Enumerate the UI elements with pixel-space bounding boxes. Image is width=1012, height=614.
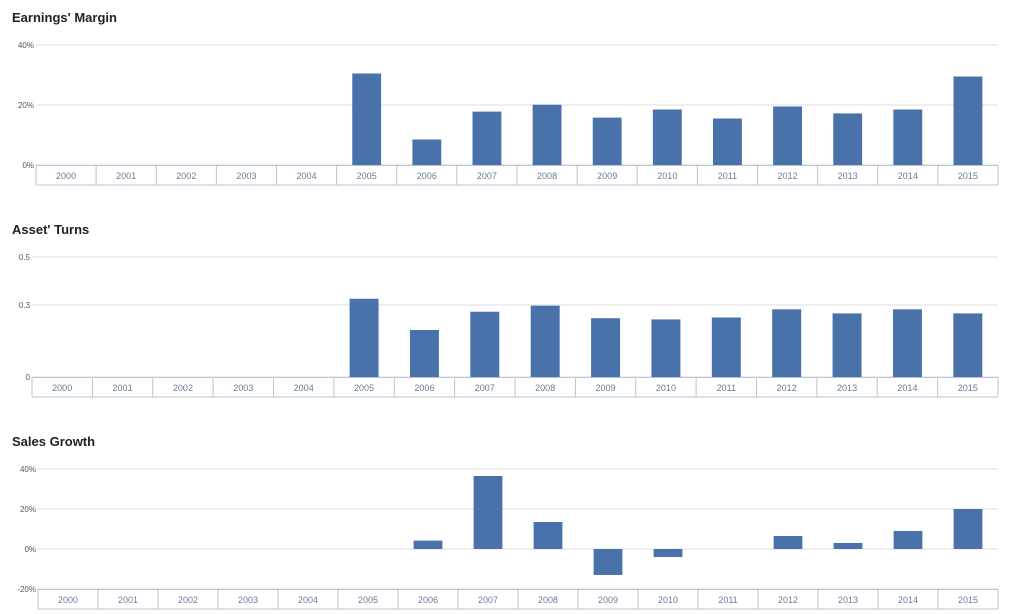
bar-2007 — [473, 476, 503, 549]
bar-2006 — [409, 329, 439, 377]
y-tick-label: 0% — [22, 161, 34, 170]
x-tick-label: 2011 — [718, 171, 737, 181]
x-tick-label: 2008 — [535, 383, 555, 393]
y-tick-label: 20% — [20, 505, 36, 514]
x-tick-label: 2012 — [777, 383, 797, 393]
bar-2014 — [893, 109, 923, 165]
x-tick-label: 2006 — [417, 171, 437, 181]
x-tick-label: 2011 — [717, 383, 736, 393]
x-tick-label: 2004 — [298, 595, 318, 605]
bar-2012 — [772, 309, 802, 377]
chart-title: Sales Growth — [12, 434, 96, 449]
chart-title: Earnings' Margin — [12, 10, 117, 25]
x-tick-label: 2015 — [958, 383, 978, 393]
bar-2012 — [773, 106, 802, 165]
x-tick-label: 2007 — [477, 171, 497, 181]
x-tick-label: 2000 — [52, 383, 72, 393]
bar-2015 — [953, 76, 983, 165]
bar-2009 — [592, 117, 622, 165]
bar-2015 — [953, 509, 983, 549]
x-tick-label: 2009 — [596, 383, 616, 393]
x-tick-label: 2005 — [357, 171, 377, 181]
x-tick-label: 2014 — [897, 383, 917, 393]
x-tick-label: 2013 — [838, 171, 858, 181]
y-tick-label: 40% — [20, 465, 36, 474]
x-tick-label: 2013 — [837, 383, 857, 393]
bar-2010 — [652, 109, 682, 165]
bar-2015 — [953, 313, 983, 377]
bar-2013 — [833, 543, 863, 549]
x-tick-label: 2011 — [718, 595, 737, 605]
x-tick-label: 2001 — [116, 171, 136, 181]
chart-title: Asset' Turns — [12, 222, 90, 237]
bar-2008 — [532, 104, 562, 165]
x-tick-label: 2009 — [598, 595, 618, 605]
bar-2013 — [833, 113, 863, 165]
x-tick-label: 2004 — [294, 383, 314, 393]
x-tick-label: 2008 — [538, 595, 558, 605]
x-tick-label: 2005 — [358, 595, 378, 605]
bar-2010 — [653, 549, 683, 557]
x-tick-label: 2012 — [778, 595, 798, 605]
bar-2012 — [773, 536, 803, 549]
bar-2005 — [349, 298, 379, 377]
asset-turns-chart: Asset' Turns 0.5 0.3 0 2000 2001 2002 2003 2004… — [0, 212, 1012, 402]
bar-2013 — [832, 313, 862, 377]
x-tick-label: 2003 — [238, 595, 258, 605]
bar-2008 — [530, 305, 560, 377]
bar-2011 — [713, 118, 742, 165]
x-tick-label: 2002 — [173, 383, 193, 393]
y-tick-label: 0 — [26, 373, 31, 382]
bar-2014 — [893, 531, 923, 549]
y-tick-label: 20% — [18, 101, 34, 110]
bar-2006 — [413, 540, 443, 549]
earnings-margin-plot: 40% 20% 0% 2000 2001 2002 2003 2004 2005 2006 2007… — [18, 41, 999, 186]
bar-2011 — [711, 317, 741, 377]
x-tick-label: 2001 — [118, 595, 138, 605]
earnings-margin-chart: Earnings' Margin 40% 20% 0% 2000 2001 2002 200… — [0, 0, 1012, 190]
bar-2008 — [533, 522, 563, 549]
x-tick-label: 2009 — [597, 171, 617, 181]
x-tick-label: 2006 — [418, 595, 438, 605]
x-tick-label: 2013 — [838, 595, 858, 605]
bar-2009 — [593, 549, 623, 575]
x-tick-label: 2007 — [475, 383, 495, 393]
bar-2010 — [651, 319, 681, 377]
y-tick-label: 0.3 — [19, 301, 31, 310]
x-tick-label: 2006 — [414, 383, 434, 393]
x-tick-label: 2007 — [478, 595, 498, 605]
x-tick-label: 2010 — [656, 383, 676, 393]
sales-growth-chart: Sales Growth 40% 20% 0% -20% 2000 2001 2002 200… — [0, 424, 1012, 614]
x-tick-label: 2008 — [537, 171, 557, 181]
x-tick-label: 2015 — [958, 171, 978, 181]
x-tick-label: 2001 — [113, 383, 133, 393]
x-tick-label: 2012 — [778, 171, 798, 181]
x-tick-label: 2014 — [898, 595, 918, 605]
x-tick-label: 2000 — [58, 595, 78, 605]
x-tick-label: 2015 — [958, 595, 978, 605]
y-tick-label: 0.5 — [19, 253, 31, 262]
bar-2007 — [472, 111, 502, 165]
x-tick-label: 2005 — [354, 383, 374, 393]
sales-growth-plot: 40% 20% 0% -20% 2000 2001 2002 2003 2004 2005 2006… — [17, 465, 999, 610]
y-tick-label: 40% — [18, 41, 34, 50]
bar-2009 — [591, 318, 621, 377]
x-tick-label: 2002 — [178, 595, 198, 605]
bar-2007 — [470, 311, 500, 377]
bar-2005 — [352, 73, 382, 165]
x-tick-label: 2010 — [658, 595, 678, 605]
bar-2014 — [892, 309, 922, 377]
x-tick-label: 2003 — [236, 171, 256, 181]
asset-turns-plot: 0.5 0.3 0 2000 2001 2002 2003 2004 2005 2006 2007 2… — [19, 253, 999, 398]
bar-2006 — [412, 139, 442, 165]
y-tick-label: -20% — [17, 585, 36, 594]
y-tick-label: 0% — [24, 545, 36, 554]
x-tick-label: 2010 — [657, 171, 677, 181]
x-tick-label: 2004 — [297, 171, 317, 181]
x-tick-label: 2000 — [56, 171, 76, 181]
x-tick-label: 2002 — [176, 171, 196, 181]
x-tick-label: 2014 — [898, 171, 918, 181]
x-tick-label: 2003 — [233, 383, 253, 393]
